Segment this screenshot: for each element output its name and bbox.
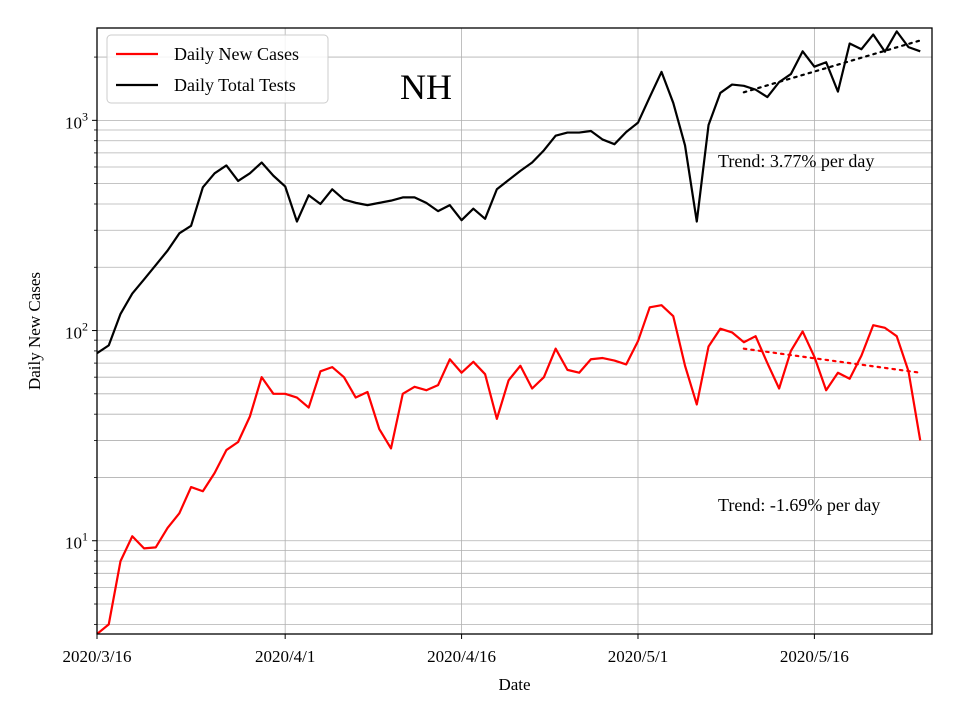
y-tick-label: 101 [65,530,88,553]
y-tick-label: 102 [65,320,88,343]
series-line-daily-new-cases [97,304,922,634]
trend-annotation-tests: Trend: 3.77% per day [718,151,874,171]
trend-layer [742,39,922,374]
series-line-daily-total-tests [97,30,921,355]
y-axis-label: Daily New Cases [25,272,44,390]
legend-label-daily-total-tests: Daily Total Tests [174,75,296,95]
series-layer [97,30,922,634]
chart-title: NH [400,67,452,107]
trend-annotation-cases: Trend: -1.69% per day [718,495,880,515]
trendline-tests [742,39,922,94]
trendline-cases [742,347,922,374]
grid-layer [96,28,932,634]
x-tick-label: 2020/5/1 [608,647,668,666]
tick-layer: 2020/3/16 2020/4/1 2020/4/16 2020/5/1 2020/5… [63,56,849,666]
x-axis-label: Date [498,675,530,694]
legend-box [106,34,329,104]
x-tick-label: 2020/5/16 [780,647,849,666]
x-tick-label: 2020/3/16 [63,647,132,666]
legend: Daily New Cases Daily Total Tests [106,34,329,104]
legend-label-daily-new-cases: Daily New Cases [174,44,299,64]
x-tick-label: 2020/4/16 [427,647,496,666]
y-tick-label: 103 [65,109,88,132]
label-layer: NH Date Daily New Cases Trend: 3.77% per… [25,67,880,694]
x-tick-label: 2020/4/1 [255,647,315,666]
